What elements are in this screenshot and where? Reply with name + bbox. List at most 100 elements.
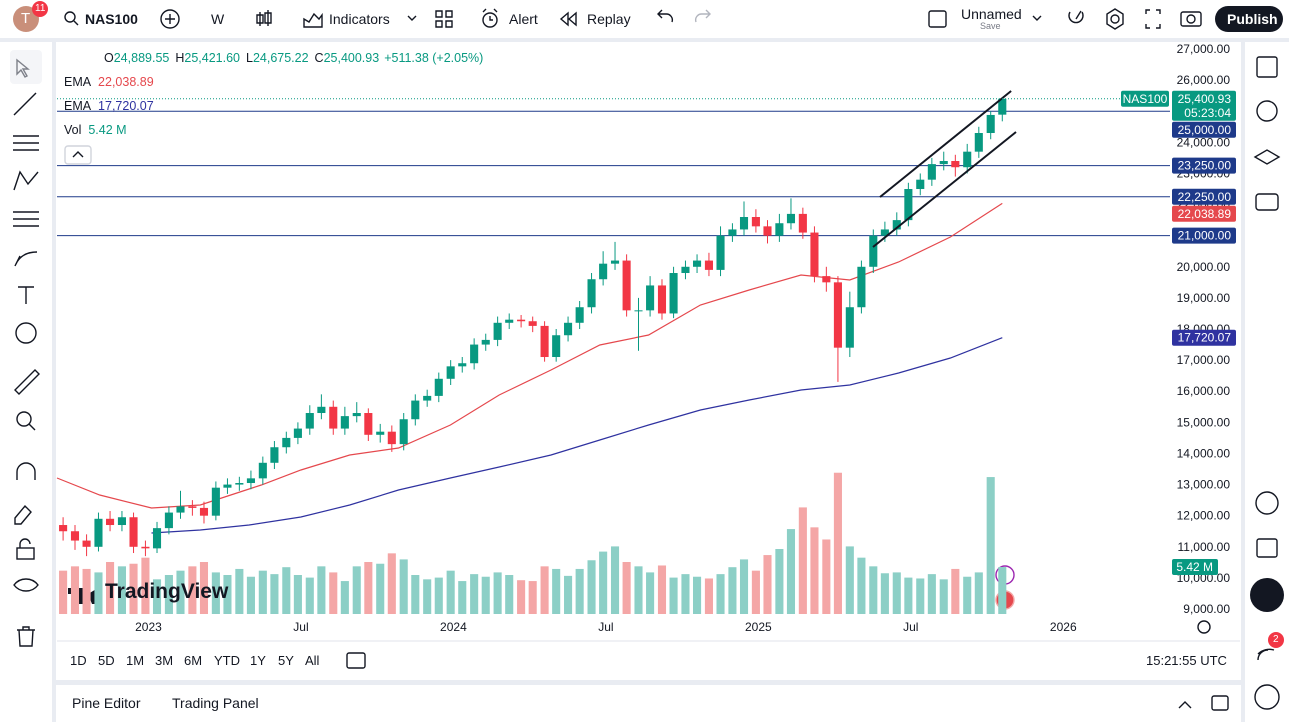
axis-settings-icon[interactable] — [1197, 620, 1211, 634]
chart-type-icon[interactable] — [256, 10, 272, 26]
emoji-tool[interactable] — [15, 322, 37, 344]
forecast-tool[interactable] — [13, 211, 39, 227]
volume-bar — [446, 570, 455, 614]
trend-line-tool[interactable] — [13, 92, 37, 116]
bottom-tab[interactable]: Trading Panel — [172, 695, 259, 711]
x-tick-label: 2023 — [135, 620, 162, 634]
collapse-legend[interactable] — [64, 145, 92, 165]
range-button[interactable]: 1Y — [250, 653, 266, 668]
chat-icon[interactable] — [1255, 193, 1279, 211]
collapse-icon[interactable] — [1178, 701, 1192, 709]
measure-tool[interactable] — [14, 369, 40, 395]
lock-tool — [19, 538, 31, 548]
y-tick-label: 17,000.00 — [1177, 353, 1231, 367]
maximize-icon[interactable] — [1211, 695, 1229, 711]
range-button[interactable]: 5Y — [278, 653, 294, 668]
interval[interactable]: W — [211, 11, 225, 27]
volume-bar — [59, 570, 68, 614]
volume-bar — [364, 562, 373, 614]
candle-body — [411, 400, 420, 420]
volume-bar — [728, 567, 737, 614]
search-icon[interactable] — [64, 11, 76, 23]
range-button[interactable]: 6M — [184, 653, 203, 668]
price-badge — [1172, 205, 1236, 222]
candle-body — [270, 447, 279, 463]
volume-bar — [775, 549, 784, 614]
volume-bar — [282, 567, 291, 614]
fullscreen-icon[interactable] — [1145, 9, 1161, 29]
range-button[interactable]: YTD — [214, 653, 240, 668]
alerts-icon[interactable] — [1256, 100, 1278, 122]
layout-name[interactable]: Unnamed — [961, 6, 1022, 22]
candle-body — [845, 307, 854, 348]
avatar[interactable] — [13, 6, 39, 32]
fib-tool[interactable] — [13, 135, 39, 151]
quick-search-icon[interactable] — [1068, 10, 1084, 24]
range-button[interactable]: 1M — [126, 653, 145, 668]
legend-value: 25,400.93 — [323, 51, 380, 65]
replay-button[interactable]: Replay — [587, 11, 631, 27]
add-symbol-icon[interactable] — [160, 9, 180, 29]
publish-button[interactable] — [1215, 6, 1283, 32]
lock-tool[interactable] — [16, 547, 35, 560]
alert-button[interactable]: Alert — [509, 11, 538, 27]
candle-body — [704, 260, 713, 270]
symbol[interactable]: NAS100 — [85, 11, 138, 27]
volume-bar — [258, 570, 267, 614]
candle-body — [669, 273, 678, 314]
price-badge-label: 25,000.00 — [1178, 123, 1232, 137]
brush-tool[interactable] — [14, 251, 38, 267]
range-button[interactable]: 3M — [155, 653, 174, 668]
watchlist-icon[interactable] — [1256, 56, 1278, 78]
legend-value: 24,889.55 — [113, 51, 170, 65]
chevron[interactable] — [407, 15, 417, 21]
apps-icon[interactable] — [1250, 578, 1284, 612]
candle-body — [106, 518, 115, 526]
volume-bar — [305, 577, 314, 614]
data-window-icon[interactable] — [1253, 149, 1281, 165]
range-button[interactable]: 5D — [98, 653, 115, 668]
target-icon[interactable] — [1255, 491, 1279, 515]
indicators-icon[interactable] — [303, 12, 323, 28]
publish-label[interactable]: Publish — [1227, 11, 1278, 27]
volume-bar — [657, 565, 667, 614]
magnet-tool[interactable] — [16, 462, 36, 480]
indicators-button[interactable]: Indicators — [329, 11, 390, 27]
visibility-tool[interactable] — [13, 578, 39, 592]
chevron[interactable] — [1032, 15, 1042, 21]
settings-icon[interactable] — [1110, 14, 1120, 24]
volume-bar — [470, 574, 479, 614]
replay-icon[interactable] — [559, 11, 577, 27]
snapshot-icon[interactable] — [1180, 11, 1202, 27]
candle-body — [211, 487, 220, 516]
volume-bar — [587, 560, 596, 614]
redo-icon[interactable] — [694, 9, 711, 23]
volume-bar — [387, 553, 396, 614]
bottom-tab[interactable]: Pine Editor — [72, 695, 141, 711]
range-button[interactable]: 1D — [70, 653, 87, 668]
date-range-icon[interactable] — [346, 652, 366, 669]
layout-icon[interactable] — [928, 10, 947, 28]
pattern-tool[interactable] — [13, 170, 39, 191]
candle-body — [599, 263, 608, 280]
zoom-tool[interactable] — [16, 411, 32, 427]
volume-bar — [340, 581, 349, 614]
alert-icon[interactable] — [482, 12, 498, 28]
volume-bar — [434, 577, 443, 614]
calendar-icon[interactable] — [1256, 538, 1278, 558]
undo-icon[interactable] — [657, 9, 674, 23]
volume-legend: Vol 5.42 M — [64, 123, 127, 137]
price-badge-label: 22,250.00 — [1178, 190, 1232, 204]
candle-body — [59, 525, 68, 532]
range-button[interactable]: All — [305, 653, 320, 668]
y-tick-label: 15,000.00 — [1177, 415, 1231, 429]
layouts-icon[interactable] — [435, 10, 453, 28]
text-tool[interactable] — [18, 286, 34, 304]
symbol-badge-label: NAS100 — [1123, 92, 1168, 106]
help-icon[interactable] — [1254, 684, 1280, 710]
candle-body — [329, 406, 338, 429]
news-icon[interactable] — [1257, 648, 1275, 661]
volume-bar — [681, 574, 690, 614]
drawing-mode-tool[interactable] — [14, 504, 32, 525]
delete-tool[interactable] — [17, 626, 35, 647]
